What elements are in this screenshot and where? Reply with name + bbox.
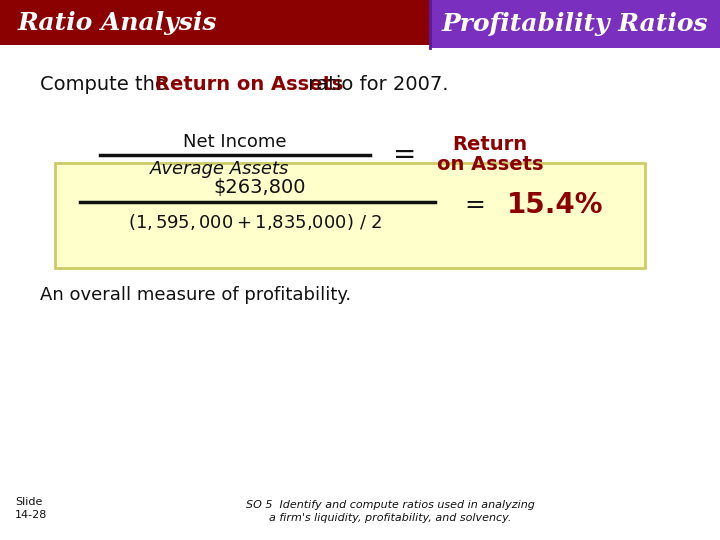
Text: Profitability Ratios: Profitability Ratios <box>441 12 708 36</box>
Text: Slide: Slide <box>15 497 42 507</box>
Text: Return on Assets: Return on Assets <box>155 76 343 94</box>
Text: Return: Return <box>452 136 528 154</box>
Text: =: = <box>464 193 485 217</box>
Bar <box>0 0 430 45</box>
Text: 15.4%: 15.4% <box>507 191 603 219</box>
Bar <box>430 0 720 48</box>
Text: Ratio Analysis: Ratio Analysis <box>18 11 217 35</box>
Text: $263,800: $263,800 <box>214 179 306 198</box>
Text: 14-28: 14-28 <box>15 510 48 520</box>
FancyBboxPatch shape <box>55 163 645 268</box>
Text: a firm's liquidity, profitability, and solvency.: a firm's liquidity, profitability, and s… <box>269 513 511 523</box>
Text: on Assets: on Assets <box>437 154 544 173</box>
Text: =: = <box>393 141 417 169</box>
Text: Average Assets: Average Assets <box>150 160 289 178</box>
Text: SO 5  Identify and compute ratios used in analyzing: SO 5 Identify and compute ratios used in… <box>246 500 534 510</box>
Text: Net Income: Net Income <box>184 133 287 151</box>
Text: An overall measure of profitability.: An overall measure of profitability. <box>40 286 351 304</box>
Text: Compute the: Compute the <box>40 76 173 94</box>
Text: ($1,595,000 + $1,835,000) / 2: ($1,595,000 + $1,835,000) / 2 <box>127 212 382 232</box>
Text: ratio for 2007.: ratio for 2007. <box>302 76 449 94</box>
